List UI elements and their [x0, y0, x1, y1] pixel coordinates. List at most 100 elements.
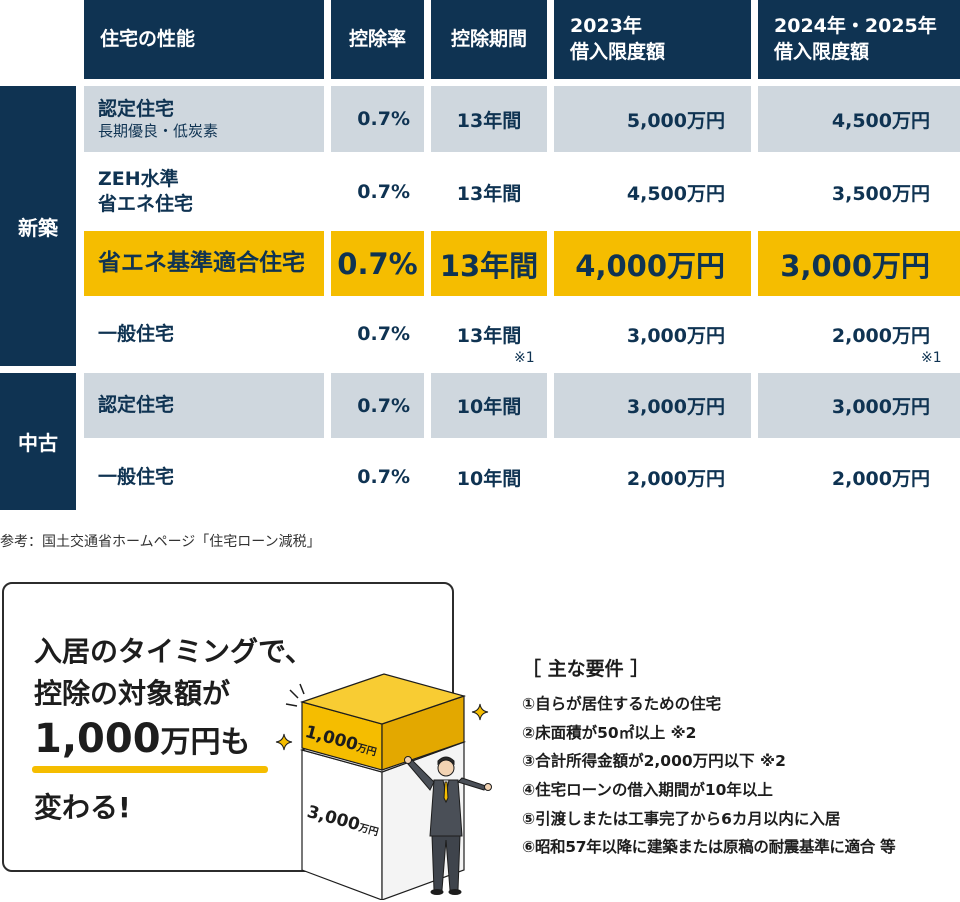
row-4-rate-value: 0.7% — [357, 394, 410, 417]
row-0-rate-value: 0.7% — [357, 108, 410, 130]
row-5-limit-2024: 2,000万円 — [758, 444, 960, 510]
row-4-limit-2023-value: 3,000万円 — [626, 396, 725, 418]
row-1-name-label: ZEH水準 — [98, 168, 179, 191]
row-3-period-value: 13年間 — [456, 324, 522, 347]
sparkle-icon — [275, 733, 293, 751]
row-5-period: 10年間 — [431, 444, 547, 510]
row-3-name: 一般住宅 — [84, 302, 324, 366]
row-2-rate-value: 0.7% — [337, 246, 418, 281]
header-rate: 控除率 — [331, 0, 424, 79]
sparkle-icon — [471, 703, 489, 721]
requirement-item-6: ⑥昭和57年以降に建築または原稿の耐震基準に適合 等 — [522, 838, 896, 856]
row-0-rate: 0.7% — [331, 86, 424, 152]
row-5-limit-2023: 2,000万円 — [554, 444, 751, 510]
header-period: 控除期間 — [431, 0, 547, 79]
callout-amount-line: 1,000万円も — [34, 716, 251, 762]
row-0-limit-2023-value: 5,000万円 — [626, 109, 725, 132]
source-note: 参考：国土交通省ホームページ「住宅ローン減税」 — [0, 534, 321, 550]
header-rate-label: 控除率 — [348, 27, 406, 50]
row-3-rate-value: 0.7% — [357, 323, 410, 345]
row-5-period-value: 10年間 — [456, 467, 522, 490]
note-mark-limit-2024: ※1 — [921, 350, 942, 366]
box-1000 — [299, 673, 467, 771]
header-limit-2023-year: 2023年 — [570, 14, 642, 37]
header-limit-2024-year: 2024年・2025年 — [774, 14, 937, 37]
group-used-label: 中古 — [18, 431, 58, 455]
row-0-period-value: 13年間 — [456, 109, 522, 132]
row-0-name: 認定住宅 長期優良・低炭素 — [84, 86, 324, 152]
row-2-name: 省エネ基準適合住宅 — [84, 231, 324, 296]
header-performance: 住宅の性能 — [84, 0, 324, 79]
requirement-item-1: ①自らが居住するための住宅 — [522, 695, 722, 713]
row-2-limit-2023-value: 4,000万円 — [575, 248, 725, 283]
row-1-period: 13年間 — [431, 159, 547, 225]
row-4-rate: 0.7% — [331, 373, 424, 438]
requirement-item-3: ③合計所得金額が2,000万円以下 ※2 — [522, 752, 786, 770]
row-0-period: 13年間 — [431, 86, 547, 152]
row-3-limit-2024-value: 2,000万円 — [831, 324, 930, 347]
row-0-limit-2024: 4,500万円 — [758, 86, 960, 152]
row-5-limit-2023-value: 2,000万円 — [626, 467, 725, 490]
row-5-name-label: 一般住宅 — [98, 465, 175, 488]
emphasis-lines — [285, 683, 305, 707]
row-1-period-value: 13年間 — [456, 182, 522, 205]
requirements-title: ［ 主な要件 ］ — [522, 658, 650, 680]
group-new: 新築 — [0, 86, 76, 366]
row-5-rate-value: 0.7% — [357, 466, 410, 488]
callout-amount: 1,000 — [34, 716, 161, 762]
row-0-name-label: 認定住宅 — [98, 97, 175, 120]
illustration — [275, 673, 492, 900]
row-1-rate-value: 0.7% — [357, 181, 410, 203]
row-1-rate: 0.7% — [331, 159, 424, 225]
row-2-rate: 0.7% — [331, 231, 424, 296]
header-limit-2023: 2023年 借入限度額 — [554, 0, 751, 79]
row-1-name: ZEH水準 省エネ住宅 — [84, 159, 324, 225]
row-0-limit-2024-value: 4,500万円 — [831, 109, 930, 132]
requirement-item-5: ⑤引渡しまたは工事完了から6カ月以内に入居 — [522, 810, 841, 828]
row-4-limit-2023: 3,000万円 — [554, 373, 751, 438]
row-1-name-sub: 省エネ住宅 — [98, 193, 194, 215]
row-3-name-label: 一般住宅 — [98, 322, 175, 345]
header-performance-label: 住宅の性能 — [100, 27, 196, 50]
row-3-limit-2024: 2,000万円 — [758, 302, 960, 366]
row-5-rate: 0.7% — [331, 444, 424, 510]
row-2-period-value: 13年間 — [439, 248, 539, 283]
row-4-name: 認定住宅 — [84, 373, 324, 438]
callout-line-2: 控除の対象額が — [34, 677, 231, 710]
businessman-figure — [404, 756, 492, 895]
requirement-item-4: ④住宅ローンの借入期間が10年以上 — [522, 781, 773, 799]
header-limit-2024-label: 借入限度額 — [774, 40, 870, 63]
row-5-limit-2024-value: 2,000万円 — [831, 467, 930, 490]
row-0-name-sub: 長期優良・低炭素 — [98, 121, 219, 140]
group-new-label: 新築 — [18, 215, 58, 240]
row-2-limit-2024: 3,000万円 — [758, 231, 960, 296]
row-4-limit-2024-value: 3,000万円 — [831, 396, 930, 418]
note-mark-period: ※1 — [514, 350, 535, 366]
row-1-limit-2024-value: 3,500万円 — [831, 182, 930, 205]
box-3000-unit: 万円 — [357, 822, 380, 839]
row-1-limit-2024: 3,500万円 — [758, 159, 960, 225]
row-1-limit-2023-value: 4,500万円 — [626, 182, 725, 205]
row-2-limit-2023: 4,000万円 — [554, 231, 751, 296]
group-used: 中古 — [0, 373, 76, 510]
header-limit-2024: 2024年・2025年 借入限度額 — [758, 0, 960, 79]
row-2-limit-2024-value: 3,000万円 — [780, 248, 930, 283]
row-5-name: 一般住宅 — [84, 444, 324, 510]
row-2-period: 13年間 — [431, 231, 547, 296]
row-0-limit-2023: 5,000万円 — [554, 86, 751, 152]
row-3-rate: 0.7% — [331, 302, 424, 366]
requirement-item-2: ②床面積が50㎡以上 ※2 — [522, 724, 697, 742]
header-limit-2023-label: 借入限度額 — [570, 40, 666, 63]
row-4-name-label: 認定住宅 — [98, 394, 175, 417]
row-3-limit-2023: 3,000万円 — [554, 302, 751, 366]
row-3-period: 13年間 — [431, 302, 547, 366]
callout-amount-unit: 万円も — [160, 725, 251, 760]
callout-underline — [32, 766, 268, 773]
row-1-limit-2023: 4,500万円 — [554, 159, 751, 225]
header-period-label: 控除期間 — [450, 27, 527, 50]
callout-line-1: 入居のタイミングで、 — [34, 635, 313, 668]
row-4-period: 10年間 — [431, 373, 547, 438]
callout-line-4: 変わる! — [34, 791, 131, 824]
row-4-limit-2024: 3,000万円 — [758, 373, 960, 438]
row-3-limit-2023-value: 3,000万円 — [626, 324, 725, 347]
